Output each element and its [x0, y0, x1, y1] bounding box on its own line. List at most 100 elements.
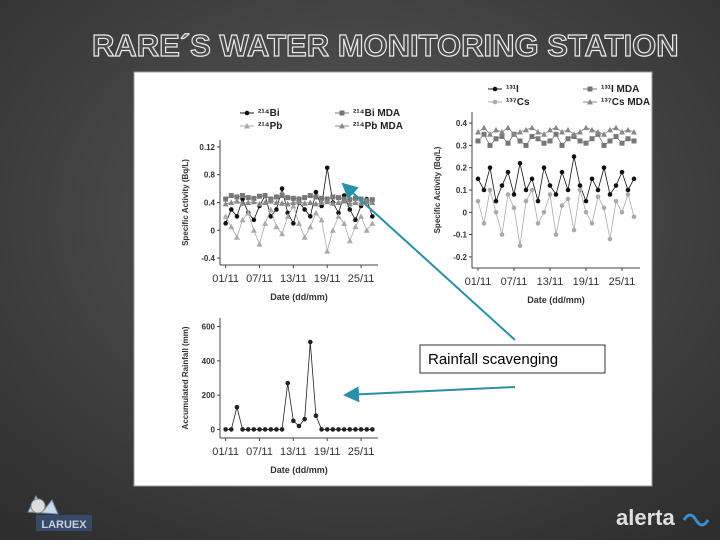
marker: [487, 165, 493, 171]
marker: [301, 200, 308, 206]
y-tick-label: 0.8: [204, 171, 216, 180]
marker: [625, 136, 631, 142]
marker: [589, 176, 595, 182]
marker: [233, 198, 240, 204]
marker: [353, 427, 358, 432]
marker: [256, 200, 263, 207]
marker: [607, 192, 613, 197]
marker: [239, 200, 246, 206]
x-tick-label: 07/11: [246, 273, 273, 285]
marker: [523, 142, 529, 148]
marker: [587, 86, 593, 92]
marker: [559, 203, 565, 208]
slide-title-text: RARE´S WATER MONITORING STATION: [92, 28, 679, 63]
marker: [619, 209, 625, 215]
marker: [290, 202, 297, 209]
marker: [245, 209, 252, 216]
marker: [547, 138, 553, 144]
marker: [601, 131, 607, 137]
marker: [336, 210, 341, 216]
marker: [589, 221, 595, 226]
marker: [262, 427, 268, 432]
marker: [339, 110, 345, 116]
marker: [257, 427, 262, 432]
marker: [267, 198, 274, 204]
marker: [619, 129, 625, 135]
marker: [285, 380, 291, 386]
marker: [529, 187, 535, 193]
logo-right: alerta: [616, 505, 710, 530]
marker: [329, 227, 336, 233]
marker: [244, 110, 250, 116]
marker: [565, 196, 571, 202]
marker: [475, 129, 481, 135]
marker: [302, 207, 307, 212]
marker: [319, 427, 324, 432]
marker: [613, 124, 619, 131]
marker: [487, 131, 493, 137]
marker: [493, 126, 499, 133]
marker: [559, 169, 565, 175]
marker: [363, 227, 370, 233]
marker: [511, 192, 517, 197]
marker: [583, 140, 589, 146]
marker: [239, 216, 246, 223]
marker: [358, 213, 365, 219]
marker: [228, 199, 235, 205]
y-tick-label: 0.4: [204, 199, 216, 208]
legend-label: ¹³¹I MDA: [601, 84, 639, 95]
marker: [619, 140, 625, 146]
marker: [335, 199, 342, 205]
marker: [330, 194, 336, 200]
marker: [251, 217, 257, 223]
marker: [523, 187, 529, 193]
marker: [245, 195, 251, 201]
marker: [358, 200, 365, 206]
marker: [262, 199, 269, 205]
marker: [481, 187, 487, 193]
annotation-box: [419, 344, 606, 374]
marker: [583, 198, 589, 204]
marker: [565, 136, 571, 142]
marker: [370, 214, 375, 219]
marker: [240, 427, 245, 432]
y-tick-label: 0.4: [456, 119, 468, 128]
marker: [631, 214, 637, 220]
marker: [244, 123, 250, 129]
marker: [313, 194, 319, 200]
marker: [553, 192, 559, 197]
marker: [296, 198, 302, 205]
marker: [352, 199, 359, 205]
marker: [279, 230, 286, 237]
marker: [625, 187, 631, 193]
y-tick-label: 0.12: [199, 143, 215, 152]
marker: [234, 194, 240, 200]
logo-text: alerta: [616, 505, 675, 530]
marker: [347, 197, 353, 203]
marker: [223, 221, 228, 226]
marker: [291, 221, 296, 226]
logo-text: LARUEX: [41, 519, 87, 531]
marker: [559, 142, 565, 148]
marker: [234, 214, 240, 219]
marker: [341, 198, 348, 204]
y-tick-label: 0: [211, 425, 216, 434]
marker: [222, 200, 229, 207]
marker: [541, 209, 547, 215]
marker: [499, 232, 505, 237]
marker: [341, 220, 348, 226]
marker: [329, 200, 336, 206]
marker: [589, 136, 595, 142]
marker: [601, 205, 607, 211]
marker: [571, 227, 577, 233]
marker: [559, 129, 565, 135]
marker: [625, 192, 631, 197]
marker: [529, 124, 535, 131]
marker: [607, 126, 613, 133]
legend-label: ²¹⁴Pb: [258, 121, 282, 132]
marker: [613, 134, 619, 140]
marker: [607, 138, 613, 144]
marker: [245, 199, 252, 205]
marker: [352, 223, 359, 230]
marker: [529, 176, 535, 182]
